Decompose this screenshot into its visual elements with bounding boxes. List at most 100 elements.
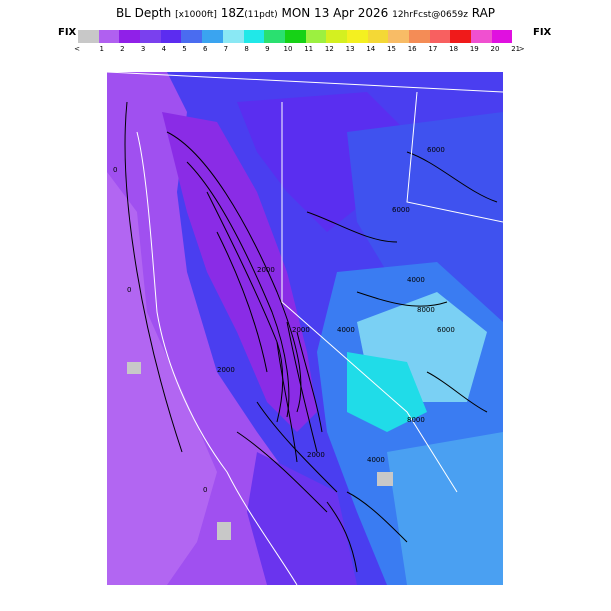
contour-line — [426, 371, 488, 413]
contour-line — [216, 231, 268, 373]
contour-lines — [124, 101, 498, 573]
title-local-time: (11pdt) — [244, 10, 278, 20]
legend-tick-label: 10 — [283, 45, 293, 53]
contour-line — [326, 501, 358, 573]
western-ocean-fill — [107, 172, 217, 585]
legend-swatch — [98, 30, 120, 43]
fix-label-right: FIX — [533, 27, 552, 38]
legend-tick-label: 9 — [265, 45, 270, 53]
contour-line — [346, 491, 408, 543]
legend-swatch — [409, 30, 430, 43]
legend-swatch — [119, 30, 141, 43]
gray-patch — [217, 522, 231, 540]
contour-line — [256, 401, 338, 493]
legend-tick-label: 12 — [324, 45, 334, 53]
legend-tick-label: 13 — [345, 45, 355, 53]
title-hour: 18Z — [220, 6, 245, 20]
legend-tick-label: 7 — [223, 45, 229, 53]
contour-label: 8000 — [407, 416, 425, 424]
map-panel: 0 0 0 2000 2000 2000 2000 4000 4000 4000… — [107, 72, 503, 585]
legend-tick-label: 18 — [449, 45, 459, 53]
legend-tick-label: 3 — [140, 45, 146, 53]
contour-labels: 0 0 0 2000 2000 2000 2000 4000 4000 4000… — [113, 146, 455, 494]
title-variable: BL Depth — [115, 6, 172, 20]
legend-swatch — [78, 30, 99, 43]
contour-label: 6000 — [437, 326, 455, 334]
legend-swatch — [181, 30, 203, 43]
legend-swatch — [264, 30, 285, 43]
legend-tick-label: 19 — [469, 45, 479, 53]
contour-line — [406, 151, 498, 203]
color-legend — [78, 30, 513, 43]
state-boundaries — [107, 72, 503, 585]
legend-swatch — [471, 30, 492, 43]
contour-label: 6000 — [427, 146, 445, 154]
legend-swatch — [284, 30, 306, 43]
gray-patch — [377, 472, 393, 486]
contour-line — [124, 101, 183, 453]
legend-tick-label: 20 — [490, 45, 500, 53]
legend-tick-label: 14 — [366, 45, 376, 53]
contour-label: 4000 — [407, 276, 425, 284]
contour-line — [236, 431, 328, 513]
title-date: MON 13 Apr 2026 — [281, 6, 389, 20]
contour-label: 4000 — [367, 456, 385, 464]
contour-line — [286, 321, 318, 453]
legend-swatch — [222, 30, 244, 43]
nevada-utah-border — [406, 91, 503, 223]
legend-tick-label: 17 — [428, 45, 438, 53]
legend-swatch — [305, 30, 327, 43]
legend-tick-label: 2 — [120, 45, 125, 53]
legend-swatch — [326, 30, 347, 43]
legend-swatch — [450, 30, 472, 43]
fix-label-left: FIX — [58, 27, 77, 38]
gray-patch — [127, 362, 141, 374]
contour-label: 8000 — [417, 306, 435, 314]
southeast-fill — [387, 432, 503, 585]
contour-label: 4000 — [337, 326, 355, 334]
contour-label: 2000 — [307, 451, 325, 459]
legend-swatch — [429, 30, 451, 43]
contour-line — [306, 211, 398, 243]
oregon-border — [107, 72, 503, 93]
legend-tick-label: 8 — [244, 45, 249, 53]
legend-swatch — [388, 30, 409, 43]
coastline — [136, 131, 298, 585]
legend-tick-label: 5 — [182, 45, 187, 53]
contour-line — [296, 331, 323, 433]
legend-tick-label: 11 — [304, 45, 314, 53]
contour-label: 0 — [127, 286, 131, 294]
legend-swatch — [491, 30, 513, 43]
title-forecast: 12hrFcst@0659z — [392, 10, 468, 20]
map-title: BL Depth [x1000ft] 18Z(11pdt) MON 13 Apr… — [0, 6, 611, 20]
legend-tick-label: 16 — [407, 45, 417, 53]
legend-tick-label: 4 — [161, 45, 167, 53]
legend-swatch — [140, 30, 161, 43]
legend-swatch — [367, 30, 389, 43]
legend-tick-label: 21 — [511, 45, 521, 53]
legend-tick-label: 1 — [99, 45, 104, 53]
contour-label: 2000 — [257, 266, 275, 274]
legend-swatch — [243, 30, 265, 43]
contour-line — [206, 191, 284, 423]
contour-line — [166, 131, 302, 413]
legend-swatch — [346, 30, 368, 43]
contour-label: 2000 — [292, 326, 310, 334]
southwest-fill — [247, 452, 357, 585]
contour-label: 2000 — [217, 366, 235, 374]
title-model: RAP — [471, 6, 496, 20]
title-units: [x1000ft] — [175, 10, 217, 20]
legend-tick-label: 6 — [202, 45, 208, 53]
contour-label: 0 — [203, 486, 207, 494]
legend-tick-label: 15 — [387, 45, 396, 53]
legend-swatch — [202, 30, 223, 43]
california-nevada-border — [281, 102, 458, 493]
color-legend-ticks: <1 2 3 4 5 6 7 8 9 10 11 12 13 14 15 16 17 18 19 20 21 > — [70, 45, 550, 57]
legend-swatch — [160, 30, 182, 43]
legend-tick-label: < — [74, 45, 80, 53]
legend-tick-label: > — [518, 45, 525, 53]
contour-label: 0 — [113, 166, 117, 174]
contour-line — [186, 161, 290, 418]
contour-label: 6000 — [392, 206, 410, 214]
northeast-fill — [347, 112, 503, 332]
